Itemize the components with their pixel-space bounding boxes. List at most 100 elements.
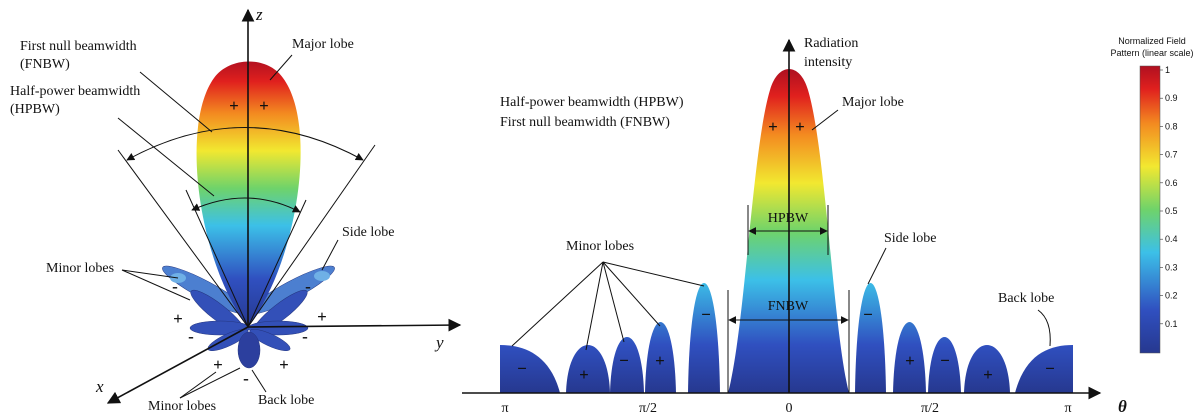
lobe: [855, 283, 886, 393]
theta-tick-label: 0: [786, 401, 793, 416]
lobe-sign: +: [655, 351, 665, 370]
lobe-sign: -: [243, 369, 249, 388]
minor-lobes-label: Minor lobes: [566, 239, 634, 254]
lobe-sign: −: [1045, 359, 1055, 378]
minor-lobes-3d: [162, 265, 335, 369]
lobe: [928, 337, 961, 393]
leader: [867, 247, 887, 285]
lobe-sign: +: [229, 96, 239, 115]
z-axis-label: z: [255, 5, 263, 24]
lobe: [610, 337, 644, 393]
theta-tick-label: π: [1064, 401, 1071, 416]
colorbar-tick-label: 0.3: [1165, 262, 1178, 272]
lobe-sign: -: [305, 277, 311, 296]
leader: [602, 261, 705, 287]
lobe: [964, 345, 1010, 393]
lobe-sign: -: [172, 277, 178, 296]
theta-symbol: θ: [1118, 397, 1127, 416]
hpbw-arc: [191, 197, 301, 213]
theta-tick-label: π/2: [639, 401, 657, 416]
lobe-sign: −: [619, 351, 629, 370]
side-lobe-label: Side lobe: [884, 231, 937, 246]
lobe-sign: +: [213, 355, 223, 374]
colorbar-tick-label: 0.1: [1165, 319, 1178, 329]
lobe-sign: −: [701, 305, 711, 324]
hpbw-line: [247, 199, 307, 328]
colorbar-tick-label: 0.4: [1165, 234, 1178, 244]
lobe-sign: +: [983, 365, 993, 384]
leader: [1037, 309, 1051, 347]
leader: [511, 261, 604, 347]
colorbar-tick-label: 0.2: [1165, 291, 1178, 301]
lobe-sign: −: [863, 305, 873, 324]
colorbar-tick-label: 1: [1165, 65, 1170, 75]
major-lobe-label: Major lobe: [842, 95, 904, 110]
lobe: [645, 322, 676, 393]
lobe-sign: −: [517, 359, 527, 378]
lobe-sign: −: [940, 351, 950, 370]
axis-title: Radiation: [804, 36, 858, 51]
colorbar-title: Pattern (linear scale): [1110, 48, 1193, 58]
fnbw-label: First null beamwidth: [20, 39, 137, 54]
lobe-sign: +: [795, 117, 805, 136]
colorbar-tick-label: 0.6: [1165, 178, 1178, 188]
hpbw-legend: Half-power beamwidth (HPBW): [500, 95, 684, 110]
leader: [269, 54, 293, 81]
lobe: [566, 345, 610, 393]
minor-lobes-label: Minor lobes: [148, 399, 216, 414]
colorbar-title: Normalized Field: [1118, 36, 1186, 46]
fnbw-line: [117, 149, 249, 328]
leader: [321, 239, 339, 271]
colorbar: Normalized Field Pattern (linear scale) …: [1110, 36, 1194, 354]
lobe: [688, 283, 720, 393]
back-lobe-label: Back lobe: [258, 393, 314, 408]
lobe-sign: +: [579, 365, 589, 384]
back-lobe-label: Back lobe: [998, 291, 1054, 306]
leader: [117, 117, 215, 197]
lobe: [500, 345, 560, 393]
colorbar-tick-label: 0.9: [1165, 93, 1178, 103]
y-axis: [247, 318, 462, 332]
axis-title: intensity: [804, 55, 852, 70]
x-axis: [106, 326, 249, 404]
minor-lobes-label: Minor lobes: [46, 261, 114, 276]
leader: [121, 269, 191, 301]
lobe: [249, 328, 291, 352]
leader: [602, 261, 661, 327]
hpbw-line: [185, 189, 249, 328]
x-axis-label: x: [95, 377, 104, 396]
major-lobe-label: Major lobe: [292, 37, 354, 52]
fnbw-label: (FNBW): [20, 57, 70, 72]
lobe-sign: +: [905, 351, 915, 370]
fnbw-label: FNBW: [768, 299, 809, 314]
leader: [251, 369, 267, 393]
y-axis-label: y: [434, 333, 444, 352]
leader: [602, 261, 625, 343]
theta-tick-label: π: [501, 401, 508, 416]
lobe: [1015, 345, 1073, 393]
lobe-sign: -: [188, 327, 194, 346]
lobe-sign: +: [279, 355, 289, 374]
leader: [139, 71, 213, 133]
colorbar-gradient: [1139, 65, 1161, 354]
left-pattern: z y x First null beamwidth (FNBW) Half-p…: [10, 5, 462, 414]
hpbw-label: HPBW: [768, 211, 809, 226]
leader: [179, 367, 241, 399]
lobe-sign: +: [259, 96, 269, 115]
leader: [121, 269, 179, 279]
hpbw-label: (HPBW): [10, 102, 60, 117]
colorbar-tick-label: 0.8: [1165, 121, 1178, 131]
hpbw-label: Half-power beamwidth: [10, 84, 140, 99]
lobe-sign: -: [302, 327, 308, 346]
lobe-sign: +: [768, 117, 778, 136]
side-lobe-label: Side lobe: [342, 225, 395, 240]
lobe: [893, 322, 926, 393]
fnbw-arc: [126, 127, 364, 161]
lobe-sign: +: [173, 309, 183, 328]
theta-tick-label: π/2: [921, 401, 939, 416]
lobe-sign: +: [317, 307, 327, 326]
right-annotations: HPBW FNBW Radiation intensity Half-power…: [462, 36, 1127, 416]
fnbw-line: [247, 144, 376, 328]
colorbar-tick-label: 0.7: [1165, 150, 1178, 160]
